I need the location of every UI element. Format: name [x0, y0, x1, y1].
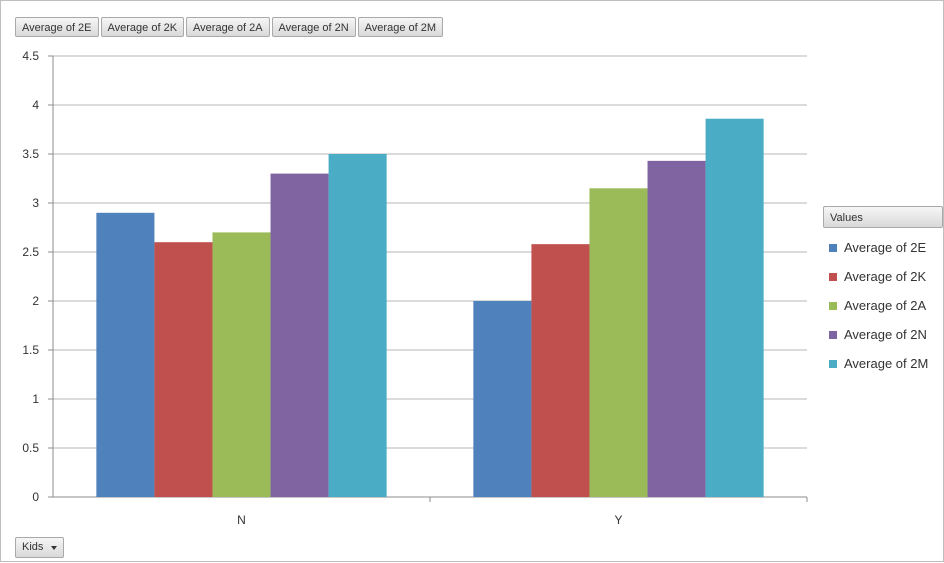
- bar-y-2a: [589, 188, 648, 498]
- bar-y-2n: [647, 160, 706, 498]
- chevron-down-icon: [51, 545, 58, 550]
- bar-n-2k: [154, 242, 213, 497]
- field-button-2a[interactable]: Average of 2A: [186, 17, 270, 37]
- legend-values-button[interactable]: Values: [823, 206, 943, 228]
- legend-swatch: [829, 243, 837, 252]
- legend-item: Average of 2M: [829, 349, 943, 378]
- bar-y-2e: [473, 301, 532, 497]
- axis-field-button-kids[interactable]: Kids: [15, 537, 65, 558]
- field-button-2e[interactable]: Average of 2E: [15, 17, 99, 37]
- bar-n-2n: [270, 173, 329, 497]
- y-tick-label: 0.5: [22, 441, 39, 455]
- field-button-2m[interactable]: Average of 2M: [357, 17, 444, 37]
- legend-item: Average of 2K: [829, 262, 943, 291]
- y-tick-label: 3: [32, 196, 39, 210]
- legend-label: Average of 2M: [844, 356, 929, 371]
- bar-y-2m: [705, 118, 764, 497]
- legend: Average of 2E Average of 2K Average of 2A A…: [829, 233, 943, 378]
- bar-n-2e: [96, 212, 155, 498]
- legend-swatch: [829, 301, 837, 310]
- legend-item: Average of 2A: [829, 291, 943, 320]
- bar-y-2k: [531, 244, 590, 497]
- y-tick-label: 2.5: [22, 245, 39, 259]
- bar-n-2m: [328, 154, 387, 497]
- bar-n-2a: [212, 232, 271, 497]
- legend-swatch: [829, 359, 837, 368]
- legend-item: Average of 2E: [829, 233, 943, 262]
- legend-label: Average of 2E: [844, 240, 927, 255]
- field-button-2k[interactable]: Average of 2K: [100, 17, 185, 37]
- field-button-2n[interactable]: Average of 2N: [271, 17, 356, 37]
- legend-label: Average of 2K: [844, 269, 927, 284]
- y-tick-label: 1.5: [22, 343, 39, 357]
- x-tick-label: Y: [614, 513, 622, 527]
- y-tick-label: 4: [32, 98, 39, 112]
- y-tick-label: 4.5: [22, 49, 39, 63]
- legend-swatch: [829, 330, 837, 339]
- legend-item: Average of 2N: [829, 320, 943, 349]
- axis-field-label: Kids: [22, 541, 44, 553]
- y-tick-label: 0: [32, 490, 39, 504]
- value-field-buttons: Average of 2E Average of 2K Average of 2…: [15, 17, 444, 39]
- y-tick-label: 1: [32, 392, 39, 406]
- y-tick-label: 2: [32, 294, 39, 308]
- legend-swatch: [829, 272, 837, 281]
- legend-label: Average of 2N: [844, 327, 927, 342]
- x-tick-label: N: [237, 513, 246, 527]
- legend-label: Average of 2A: [844, 298, 927, 313]
- y-tick-label: 3.5: [22, 147, 39, 161]
